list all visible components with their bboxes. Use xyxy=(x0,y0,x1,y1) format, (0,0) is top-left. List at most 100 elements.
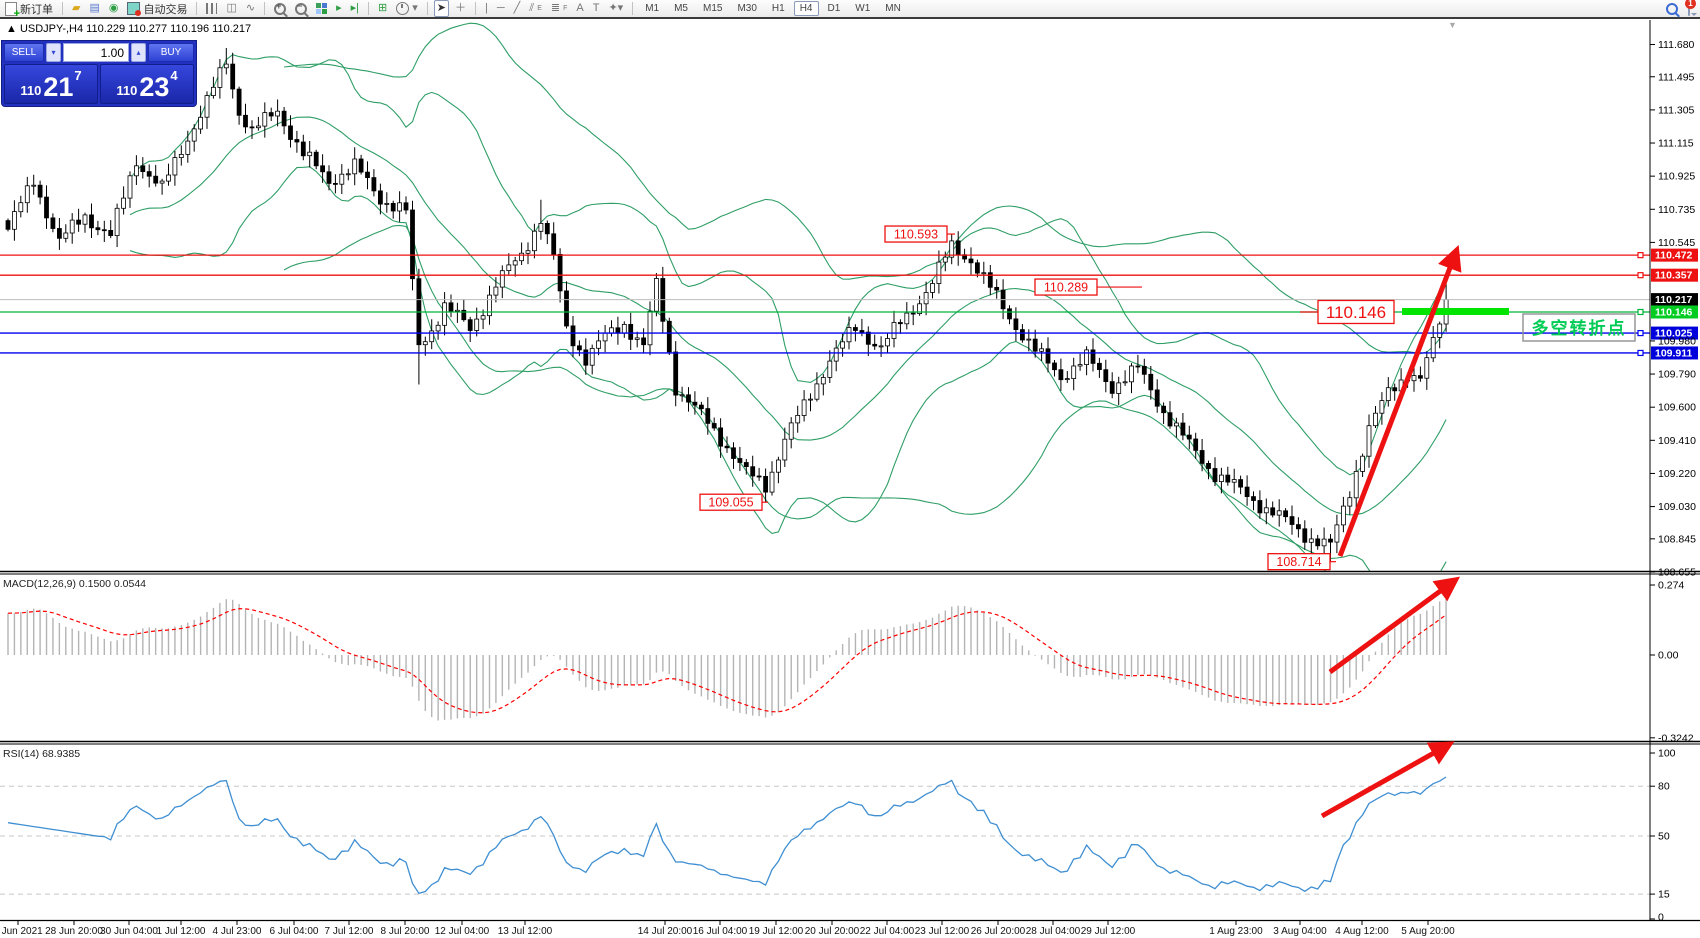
price-badge-label: 110.357 xyxy=(1655,270,1693,282)
period-icon[interactable]: ▾ xyxy=(393,0,421,17)
timeframe-m1[interactable]: M1 xyxy=(645,3,660,14)
new-order-button[interactable]: 新订单 xyxy=(2,0,56,20)
separator xyxy=(368,2,370,15)
candle xyxy=(1302,528,1308,543)
signal-icon[interactable]: ◉ xyxy=(108,2,119,14)
timeframe-m5[interactable]: M5 xyxy=(674,3,688,14)
candle xyxy=(776,459,781,473)
notifications-button[interactable]: 1 xyxy=(1685,0,1696,16)
candle xyxy=(1148,373,1154,391)
text-label-tool-icon[interactable]: T xyxy=(592,2,600,14)
candle xyxy=(532,230,537,252)
candle xyxy=(198,116,204,130)
price-annotation-text: 110.289 xyxy=(1044,280,1088,294)
time-axis-label: 13 Jul 12:00 xyxy=(498,926,553,937)
candle xyxy=(1379,400,1385,414)
price-tick-label: 111.115 xyxy=(1658,138,1694,150)
candle xyxy=(1430,337,1436,359)
timeframe-h1[interactable]: H1 xyxy=(771,3,785,14)
timeframe-m15[interactable]: M15 xyxy=(703,3,723,14)
candle xyxy=(615,327,621,334)
zoom-in-icon[interactable]: + xyxy=(271,0,289,17)
channel-icon[interactable]: ⫽ E xyxy=(529,2,542,14)
cursor-icon[interactable]: ➤ xyxy=(433,0,449,17)
sell-button[interactable]: SELL xyxy=(4,43,44,62)
time-axis-label: 28 Jul 04:00 xyxy=(1026,926,1081,937)
candle xyxy=(1077,364,1083,367)
volume-decrease-button[interactable]: ▾ xyxy=(46,43,61,62)
data-window-icon[interactable]: ▤ xyxy=(89,2,100,14)
candle xyxy=(1039,348,1044,352)
timeframe-m30[interactable]: M30 xyxy=(737,3,757,14)
buy-button[interactable]: BUY xyxy=(148,43,194,62)
vertical-line-icon[interactable]: | xyxy=(485,2,488,14)
crosshair-icon[interactable]: ＋ xyxy=(455,2,466,14)
fibonacci-icon[interactable]: ≣ F xyxy=(550,2,568,14)
chart-shift-icon[interactable]: ▸| xyxy=(350,2,360,14)
trendline-icon[interactable]: ╱ xyxy=(513,2,521,14)
add-indicator-icon[interactable]: ⊞ xyxy=(378,2,388,14)
candle xyxy=(814,383,820,400)
shapes-icon[interactable]: ✦▾ xyxy=(608,2,624,14)
time-axis-label: 26 Jul 20:00 xyxy=(971,926,1026,937)
candle xyxy=(410,209,415,280)
price-badge-red xyxy=(1651,248,1698,262)
candle xyxy=(1058,369,1064,381)
candle xyxy=(628,323,634,340)
timeframe-mn[interactable]: MN xyxy=(885,3,901,14)
macd-panel xyxy=(7,595,1447,721)
trend-arrow xyxy=(1320,741,1455,819)
candle xyxy=(621,323,627,334)
candle xyxy=(512,260,518,266)
bid-pip-digit: 7 xyxy=(74,68,82,83)
candle xyxy=(538,222,544,232)
candle xyxy=(994,286,1000,291)
candle xyxy=(711,423,717,429)
candle xyxy=(1186,434,1192,440)
rsi-panel xyxy=(0,776,1650,895)
bid-price[interactable]: 110 21 7 xyxy=(4,64,98,104)
candle xyxy=(454,309,460,312)
autotrade-button[interactable]: 自动交易 xyxy=(124,0,190,17)
candle xyxy=(217,67,223,88)
crayon-icon[interactable]: ▰ xyxy=(72,2,81,14)
notification-badge: 1 xyxy=(1685,0,1696,9)
price-tick-label: 111.680 xyxy=(1658,39,1695,51)
candle xyxy=(448,302,454,312)
candle xyxy=(1263,507,1269,514)
ask-price[interactable]: 110 23 4 xyxy=(100,64,194,104)
horizontal-line-icon[interactable]: ─ xyxy=(496,2,505,14)
candle xyxy=(1437,323,1443,338)
line-chart-icon[interactable]: ∿ xyxy=(245,2,256,14)
zoom-out-icon[interactable]: − xyxy=(292,0,310,17)
timeframe-h4[interactable]: H4 xyxy=(793,1,819,16)
candle xyxy=(557,253,563,292)
price-badge-label: 110.217 xyxy=(1655,294,1693,306)
candle xyxy=(429,330,435,343)
price-badge-label: 110.472 xyxy=(1655,250,1693,262)
candle xyxy=(1045,348,1051,364)
candle xyxy=(44,196,49,219)
candle xyxy=(11,211,17,230)
tile-windows-icon[interactable] xyxy=(313,0,330,17)
candle xyxy=(249,126,255,129)
volume-increase-button[interactable]: ▴ xyxy=(131,43,146,62)
auto-scroll-icon[interactable]: ▸ xyxy=(336,2,342,14)
price-tick-label: 110.545 xyxy=(1658,237,1695,249)
timeframe-w1[interactable]: W1 xyxy=(855,3,871,14)
search-icon[interactable] xyxy=(1666,2,1678,15)
price-tick-label: 109.410 xyxy=(1658,435,1696,447)
candle xyxy=(955,240,961,256)
timeframe-d1[interactable]: D1 xyxy=(827,3,841,14)
candle xyxy=(756,475,762,478)
candle xyxy=(763,475,768,493)
candle xyxy=(673,351,679,396)
bar-chart-icon[interactable] xyxy=(203,0,220,17)
volume-input[interactable] xyxy=(63,43,129,62)
separator xyxy=(632,2,634,15)
price-tick-label: 111.305 xyxy=(1658,104,1695,116)
text-tool-icon[interactable]: A xyxy=(576,2,584,14)
candle-chart-icon[interactable]: ◫ xyxy=(226,2,237,14)
price-annotation-box xyxy=(1317,299,1395,325)
